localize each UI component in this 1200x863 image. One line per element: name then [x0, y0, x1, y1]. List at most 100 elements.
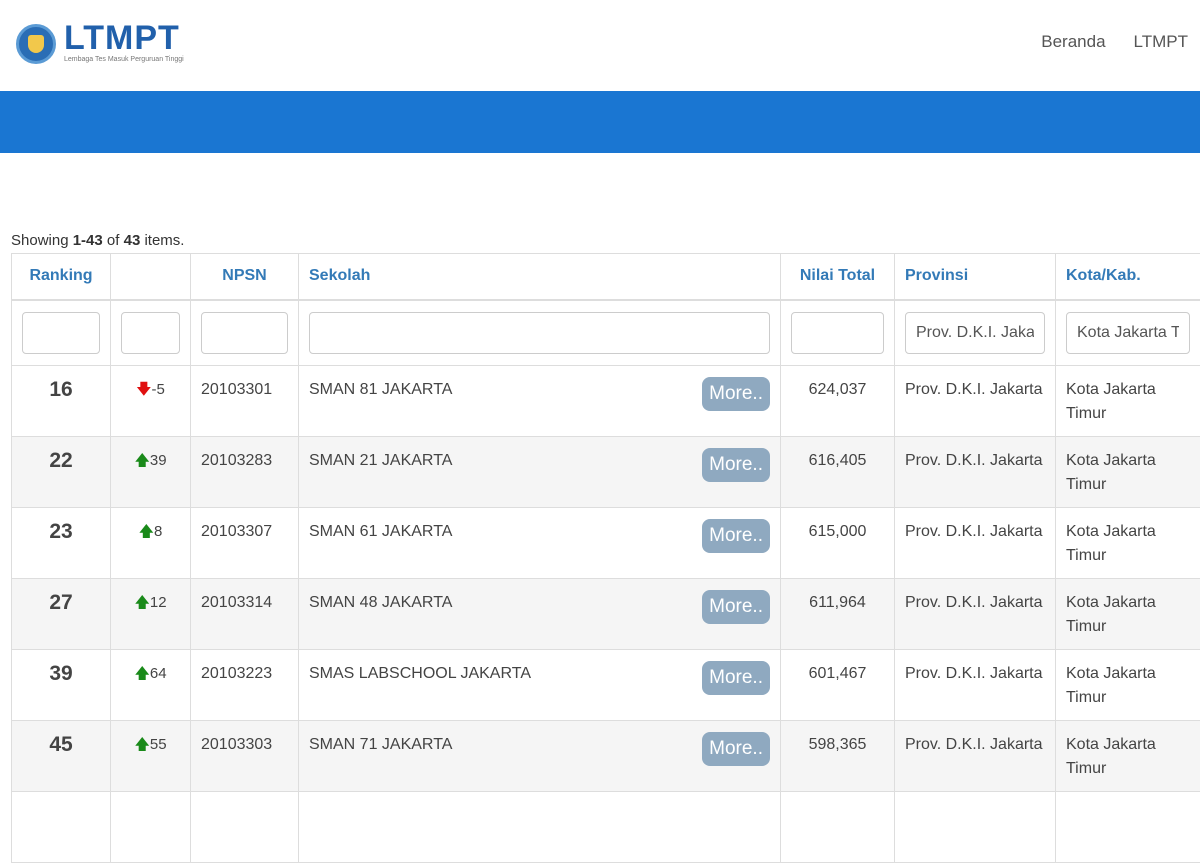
- arrow-up-icon: 🡅: [134, 452, 149, 469]
- rank: 27: [12, 579, 111, 650]
- table-row: 39 🡅64 20103223 More.. SMAS LABSCHOOL JAK…: [12, 650, 1200, 721]
- rank: 16: [12, 366, 111, 437]
- col-change: [111, 254, 191, 300]
- top-nav: Beranda LTMPT: [1041, 32, 1188, 52]
- more-button[interactable]: More..: [702, 519, 770, 553]
- nilai-total: 601,467: [781, 650, 895, 721]
- summary-total: 43: [124, 232, 141, 249]
- col-npsn[interactable]: NPSN: [191, 254, 299, 300]
- table-row: 22 🡅39 20103283 More.. SMAN 21 JAKARTA 61…: [12, 437, 1200, 508]
- rank-change: 🡅55: [111, 721, 191, 792]
- filter-kota[interactable]: [1066, 312, 1190, 354]
- rank-change: 🡇-5: [111, 366, 191, 437]
- more-button[interactable]: More..: [702, 590, 770, 624]
- brand-tagline: Lembaga Tes Masuk Perguruan Tinggi: [64, 56, 184, 63]
- summary-suffix: items.: [140, 232, 184, 249]
- col-provinsi[interactable]: Provinsi: [895, 254, 1056, 300]
- arrow-up-icon: 🡅: [134, 594, 149, 611]
- school-cell: More.. SMAN 81 JAKARTA: [299, 366, 781, 437]
- provinsi: Prov. D.K.I. Jakarta: [895, 650, 1056, 721]
- school-cell: More.. SMAN 48 JAKARTA: [299, 579, 781, 650]
- school-cell: More.. SMAN 21 JAKARTA: [299, 437, 781, 508]
- npsn: 20103314: [191, 579, 299, 650]
- filter-ranking[interactable]: [22, 312, 100, 354]
- rank-change-value: 55: [150, 736, 167, 753]
- summary-range: 1-43: [73, 232, 103, 249]
- header: LTMPT Lembaga Tes Masuk Perguruan Tinggi…: [0, 0, 1200, 91]
- more-button[interactable]: More..: [702, 732, 770, 766]
- arrow-down-icon: 🡇: [136, 381, 151, 398]
- filter-sekolah[interactable]: [309, 312, 770, 354]
- nav-beranda[interactable]: Beranda: [1041, 32, 1105, 52]
- npsn: 20103223: [191, 650, 299, 721]
- npsn: 20103283: [191, 437, 299, 508]
- kota: Kota Jakarta Timur: [1056, 579, 1200, 650]
- table-row: 23 🡅8 20103307 More.. SMAN 61 JAKARTA 615…: [12, 508, 1200, 579]
- rank: 45: [12, 721, 111, 792]
- table-row: 27 🡅12 20103314 More.. SMAN 48 JAKARTA 61…: [12, 579, 1200, 650]
- summary-prefix: Showing: [11, 232, 73, 249]
- arrow-up-icon: 🡅: [134, 665, 149, 682]
- school-cell: More.. SMAN 71 JAKARTA: [299, 721, 781, 792]
- nilai-total: 615,000: [781, 508, 895, 579]
- nilai-total: 616,405: [781, 437, 895, 508]
- school-name: SMAS LABSCHOOL JAKARTA: [309, 665, 531, 682]
- rank-change: 🡅64: [111, 650, 191, 721]
- provinsi: Prov. D.K.I. Jakarta: [895, 721, 1056, 792]
- provinsi: Prov. D.K.I. Jakarta: [895, 366, 1056, 437]
- rank: 39: [12, 650, 111, 721]
- filter-npsn[interactable]: [201, 312, 288, 354]
- kota: Kota Jakarta Timur: [1056, 721, 1200, 792]
- items-summary: Showing 1-43 of 43 items.: [11, 232, 184, 249]
- nilai-total: 611,964: [781, 579, 895, 650]
- npsn: 20103307: [191, 508, 299, 579]
- nilai-total: 598,365: [781, 721, 895, 792]
- col-ranking[interactable]: Ranking: [12, 254, 111, 300]
- kota: Kota Jakarta Timur: [1056, 650, 1200, 721]
- more-button[interactable]: More..: [702, 661, 770, 695]
- emblem-icon: [16, 24, 56, 64]
- npsn: 20103301: [191, 366, 299, 437]
- rank: 22: [12, 437, 111, 508]
- filter-change[interactable]: [121, 312, 180, 354]
- rank: 23: [12, 508, 111, 579]
- nilai-total: 624,037: [781, 366, 895, 437]
- kota: Kota Jakarta Timur: [1056, 366, 1200, 437]
- rank-change: 🡅39: [111, 437, 191, 508]
- table-row: [12, 792, 1200, 863]
- rank-change-value: -5: [152, 381, 165, 398]
- col-nilai-total[interactable]: Nilai Total: [781, 254, 895, 300]
- school-name: SMAN 48 JAKARTA: [309, 594, 452, 611]
- rank-change-value: 64: [150, 665, 167, 682]
- rank-change-value: 39: [150, 452, 167, 469]
- summary-mid: of: [103, 232, 124, 249]
- col-kota[interactable]: Kota/Kab.: [1056, 254, 1200, 300]
- rank-change: 🡅8: [111, 508, 191, 579]
- ranking-table: Ranking NPSN Sekolah Nilai Total Provins…: [11, 253, 1200, 863]
- col-sekolah[interactable]: Sekolah: [299, 254, 781, 300]
- school-cell: More.. SMAN 61 JAKARTA: [299, 508, 781, 579]
- more-button[interactable]: More..: [702, 448, 770, 482]
- table-row: 16 🡇-5 20103301 More.. SMAN 81 JAKARTA 62…: [12, 366, 1200, 437]
- arrow-up-icon: 🡅: [139, 523, 154, 540]
- ltmpt-logo[interactable]: LTMPT Lembaga Tes Masuk Perguruan Tinggi: [16, 22, 184, 64]
- provinsi: Prov. D.K.I. Jakarta: [895, 508, 1056, 579]
- kota: Kota Jakarta Timur: [1056, 437, 1200, 508]
- school-name: SMAN 71 JAKARTA: [309, 736, 452, 753]
- blue-banner: [0, 91, 1200, 153]
- filter-provinsi[interactable]: [905, 312, 1045, 354]
- provinsi: Prov. D.K.I. Jakarta: [895, 579, 1056, 650]
- school-cell: More.. SMAS LABSCHOOL JAKARTA: [299, 650, 781, 721]
- school-name: SMAN 81 JAKARTA: [309, 381, 452, 398]
- brand-name: LTMPT: [64, 22, 184, 54]
- filter-nilai-total[interactable]: [791, 312, 884, 354]
- rank-change-value: 12: [150, 594, 167, 611]
- arrow-up-icon: 🡅: [134, 736, 149, 753]
- kota: Kota Jakarta Timur: [1056, 508, 1200, 579]
- school-name: SMAN 61 JAKARTA: [309, 523, 452, 540]
- table-row: 45 🡅55 20103303 More..SMAN 71 JAKARTA 59…: [12, 721, 1200, 792]
- nav-ltmpt[interactable]: LTMPT: [1134, 32, 1188, 52]
- more-button[interactable]: More..: [702, 377, 770, 411]
- school-name: SMAN 21 JAKARTA: [309, 452, 452, 469]
- provinsi: Prov. D.K.I. Jakarta: [895, 437, 1056, 508]
